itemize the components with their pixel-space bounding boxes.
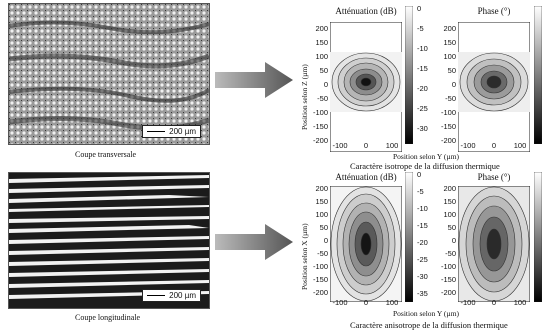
- tick-label: -20: [417, 238, 428, 247]
- tick-label: 0: [363, 141, 369, 150]
- tick-label: 150: [443, 38, 456, 47]
- plot-title-phase: Phase (°): [477, 172, 511, 182]
- tick-label: 50: [319, 66, 328, 75]
- tick-label: -5: [417, 24, 424, 33]
- tick-label: -25: [417, 104, 428, 113]
- tick-label: 100: [315, 52, 328, 61]
- tick-label: -100: [440, 262, 456, 271]
- tick-label: 100: [315, 210, 328, 219]
- tick-label: -15: [417, 64, 428, 73]
- tick-label: -50: [317, 249, 328, 258]
- tick-label: -30: [417, 272, 428, 281]
- tick-label: -10: [417, 44, 428, 53]
- tick-label: -100: [440, 108, 456, 117]
- tick-label: -100: [460, 141, 476, 150]
- tick-label: 150: [315, 38, 328, 47]
- tick-label: -15: [417, 221, 428, 230]
- tick-label: -100: [312, 108, 328, 117]
- plot-title-attenuation: Atténuation (dB): [335, 6, 397, 16]
- tick-label: 50: [319, 223, 328, 232]
- tick-label: 0: [451, 236, 456, 245]
- tick-label: -30: [417, 124, 428, 133]
- tick-label: -100: [460, 298, 476, 307]
- tick-label: -20: [417, 84, 428, 93]
- tick-label: 200: [443, 24, 456, 33]
- tick-label: 150: [443, 197, 456, 206]
- tick-label: -200: [312, 136, 328, 145]
- colorbar-attenuation: [405, 6, 413, 144]
- tick-label: 50: [447, 66, 456, 75]
- colorbar-phase: [534, 6, 542, 144]
- tick-label: 0: [417, 4, 422, 13]
- plot-title-phase: Phase (°): [477, 6, 511, 16]
- tick-label: -50: [445, 94, 456, 103]
- contour-plot-attenuation: [330, 22, 402, 152]
- tick-label: 200: [443, 184, 456, 193]
- tick-label: 0: [323, 236, 328, 245]
- tick-label: 0: [363, 298, 369, 307]
- contour-plot-phase: [458, 22, 530, 152]
- colorbar-attenuation: [405, 172, 413, 302]
- colorbar-phase: [534, 172, 542, 302]
- tick-label: 0: [491, 141, 497, 150]
- tick-label: -150: [312, 122, 328, 131]
- tick-label: -100: [332, 298, 348, 307]
- tick-label: -10: [417, 204, 428, 213]
- x-axis-label: Position selon Y (µm): [393, 309, 460, 318]
- tick-label: -35: [417, 289, 428, 298]
- tick-label: -50: [445, 249, 456, 258]
- scale-bar: 200 µm: [142, 289, 201, 302]
- micrograph-caption: Coupe transversale: [75, 150, 137, 159]
- tick-label: -150: [440, 275, 456, 284]
- tick-label: 50: [447, 223, 456, 232]
- micrograph-transverse: 200 µm: [8, 3, 210, 145]
- tick-label: -200: [440, 288, 456, 297]
- arrow-icon: [215, 62, 293, 98]
- tick-label: -100: [332, 141, 348, 150]
- tick-label: 100: [513, 298, 527, 307]
- tick-label: 200: [315, 184, 328, 193]
- tick-label: 150: [315, 197, 328, 206]
- tick-label: 100: [443, 210, 456, 219]
- x-axis-label: Position selon Y (µm): [393, 152, 460, 161]
- arrow-icon: [215, 224, 293, 260]
- tick-label: 200: [315, 24, 328, 33]
- tick-label: -150: [440, 122, 456, 131]
- micrograph-caption: Coupe longitudinale: [75, 313, 141, 322]
- plot-title-attenuation: Atténuation (dB): [335, 172, 397, 182]
- tick-label: -200: [312, 288, 328, 297]
- tick-label: 0: [417, 170, 422, 179]
- tick-label: -200: [440, 136, 456, 145]
- contour-plot-phase: [458, 186, 530, 302]
- micrograph-longitudinal: 200 µm: [8, 172, 210, 309]
- tick-label: 0: [491, 298, 497, 307]
- tick-label: 100: [385, 141, 399, 150]
- tick-label: 0: [451, 80, 456, 89]
- tick-label: -50: [317, 94, 328, 103]
- tick-label: -25: [417, 255, 428, 264]
- subtitle: Caractère isotrope de la diffusion therm…: [350, 161, 500, 171]
- tick-label: 100: [443, 52, 456, 61]
- tick-label: -100: [312, 262, 328, 271]
- tick-label: -150: [312, 275, 328, 284]
- tick-label: 100: [385, 298, 399, 307]
- tick-label: 0: [323, 80, 328, 89]
- tick-label: 100: [513, 141, 527, 150]
- tick-label: -5: [417, 187, 424, 196]
- contour-plot-attenuation: [330, 186, 402, 302]
- subtitle: Caractère anisotrope de la diffusion the…: [350, 320, 508, 330]
- scale-bar: 200 µm: [142, 125, 201, 138]
